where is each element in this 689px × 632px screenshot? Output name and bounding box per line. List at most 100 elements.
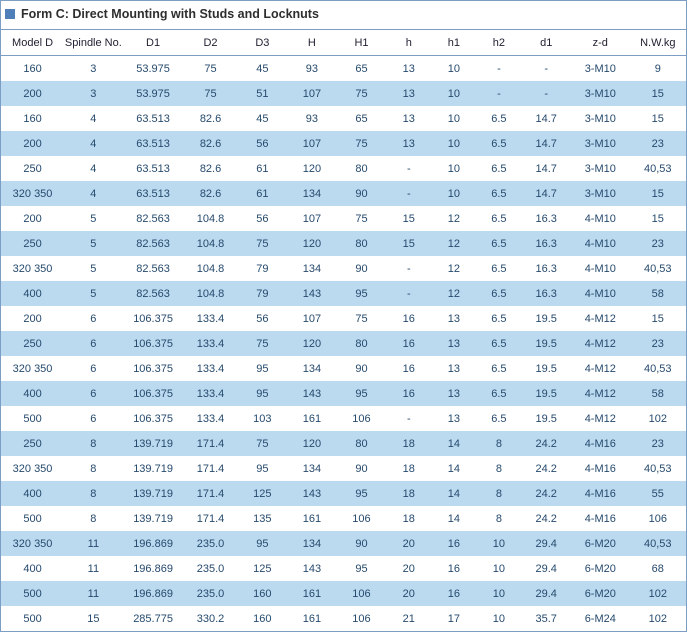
cell-D3: 61: [238, 181, 288, 206]
cell-D2: 133.4: [183, 306, 237, 331]
table-row: 200463.51382.6561077513106.514.73-M1023: [1, 131, 686, 156]
cell-h: 15: [386, 231, 431, 256]
cell-model: 200: [1, 81, 64, 106]
cell-D2: 171.4: [183, 506, 237, 531]
cell-D2: 171.4: [183, 481, 237, 506]
cell-d1: 35.7: [521, 606, 571, 631]
cell-h1: 14: [431, 431, 476, 456]
cell-spindle: 4: [64, 156, 123, 181]
table-row: 400582.563104.87914395-126.516.34-M1058: [1, 281, 686, 306]
cell-D3: 45: [238, 106, 288, 131]
cell-zd: 3-M10: [571, 106, 630, 131]
cell-h: -: [386, 256, 431, 281]
cell-spindle: 11: [64, 556, 123, 581]
cell-model: 500: [1, 406, 64, 431]
cell-D3: 95: [238, 356, 288, 381]
table-row: 320 35011196.869235.0951349020161029.46-…: [1, 531, 686, 556]
cell-h: 20: [386, 531, 431, 556]
cell-H: 161: [287, 406, 337, 431]
cell-h: 16: [386, 381, 431, 406]
cell-D3: 135: [238, 506, 288, 531]
cell-h: -: [386, 406, 431, 431]
cell-d1: 24.2: [521, 431, 571, 456]
cell-h: 21: [386, 606, 431, 631]
cell-d1: 16.3: [521, 256, 571, 281]
cell-D3: 75: [238, 431, 288, 456]
cell-h1: 10: [431, 81, 476, 106]
cell-H: 134: [287, 181, 337, 206]
cell-d1: 24.2: [521, 456, 571, 481]
cell-d1: 16.3: [521, 231, 571, 256]
cell-h: 13: [386, 56, 431, 82]
cell-D3: 56: [238, 131, 288, 156]
table-row: 5006106.375133.4103161106-136.519.54-M12…: [1, 406, 686, 431]
cell-D1: 139.719: [123, 431, 184, 456]
cell-nw: 40,53: [630, 256, 686, 281]
cell-nw: 102: [630, 606, 686, 631]
cell-H1: 106: [337, 406, 387, 431]
table-row: 2508139.719171.475120801814824.24-M1623: [1, 431, 686, 456]
cell-spindle: 5: [64, 281, 123, 306]
cell-D3: 61: [238, 156, 288, 181]
cell-h: 20: [386, 556, 431, 581]
cell-H1: 65: [337, 56, 387, 82]
col-h1: h1: [431, 30, 476, 56]
cell-h2: 8: [476, 456, 521, 481]
cell-D1: 63.513: [123, 131, 184, 156]
cell-zd: 4-M12: [571, 306, 630, 331]
cell-H: 107: [287, 206, 337, 231]
col-model: Model D: [1, 30, 64, 56]
cell-spindle: 6: [64, 381, 123, 406]
cell-h1: 12: [431, 206, 476, 231]
cell-model: 250: [1, 331, 64, 356]
cell-H1: 75: [337, 81, 387, 106]
cell-D1: 285.775: [123, 606, 184, 631]
cell-D1: 82.563: [123, 256, 184, 281]
cell-nw: 15: [630, 81, 686, 106]
cell-model: 250: [1, 231, 64, 256]
cell-h: 13: [386, 81, 431, 106]
cell-nw: 40,53: [630, 356, 686, 381]
table-row: 5008139.719171.41351611061814824.24-M161…: [1, 506, 686, 531]
cell-H1: 106: [337, 606, 387, 631]
cell-D1: 63.513: [123, 106, 184, 131]
cell-H1: 75: [337, 131, 387, 156]
cell-h1: 13: [431, 381, 476, 406]
cell-d1: -: [521, 81, 571, 106]
cell-H1: 95: [337, 381, 387, 406]
cell-D1: 196.869: [123, 531, 184, 556]
cell-nw: 23: [630, 431, 686, 456]
cell-H: 134: [287, 256, 337, 281]
cell-spindle: 6: [64, 306, 123, 331]
cell-h2: 6.5: [476, 181, 521, 206]
cell-d1: 14.7: [521, 106, 571, 131]
cell-D3: 56: [238, 306, 288, 331]
cell-model: 250: [1, 431, 64, 456]
cell-D2: 104.8: [183, 281, 237, 306]
cell-zd: 3-M10: [571, 131, 630, 156]
cell-D1: 63.513: [123, 181, 184, 206]
cell-D1: 139.719: [123, 456, 184, 481]
cell-model: 400: [1, 556, 64, 581]
cell-d1: 14.7: [521, 131, 571, 156]
cell-D3: 79: [238, 256, 288, 281]
cell-D2: 82.6: [183, 181, 237, 206]
cell-model: 400: [1, 281, 64, 306]
cell-h2: -: [476, 81, 521, 106]
cell-model: 320 350: [1, 456, 64, 481]
cell-h1: 16: [431, 581, 476, 606]
cell-h: 16: [386, 306, 431, 331]
cell-H1: 95: [337, 481, 387, 506]
cell-h: 18: [386, 481, 431, 506]
cell-nw: 15: [630, 106, 686, 131]
cell-D1: 53.975: [123, 56, 184, 82]
col-H: H: [287, 30, 337, 56]
cell-spindle: 8: [64, 481, 123, 506]
cell-D2: 82.6: [183, 156, 237, 181]
cell-H: 143: [287, 381, 337, 406]
cell-D3: 95: [238, 531, 288, 556]
col-zd: z-d: [571, 30, 630, 56]
cell-model: 320 350: [1, 531, 64, 556]
cell-h1: 10: [431, 56, 476, 82]
cell-d1: 16.3: [521, 206, 571, 231]
